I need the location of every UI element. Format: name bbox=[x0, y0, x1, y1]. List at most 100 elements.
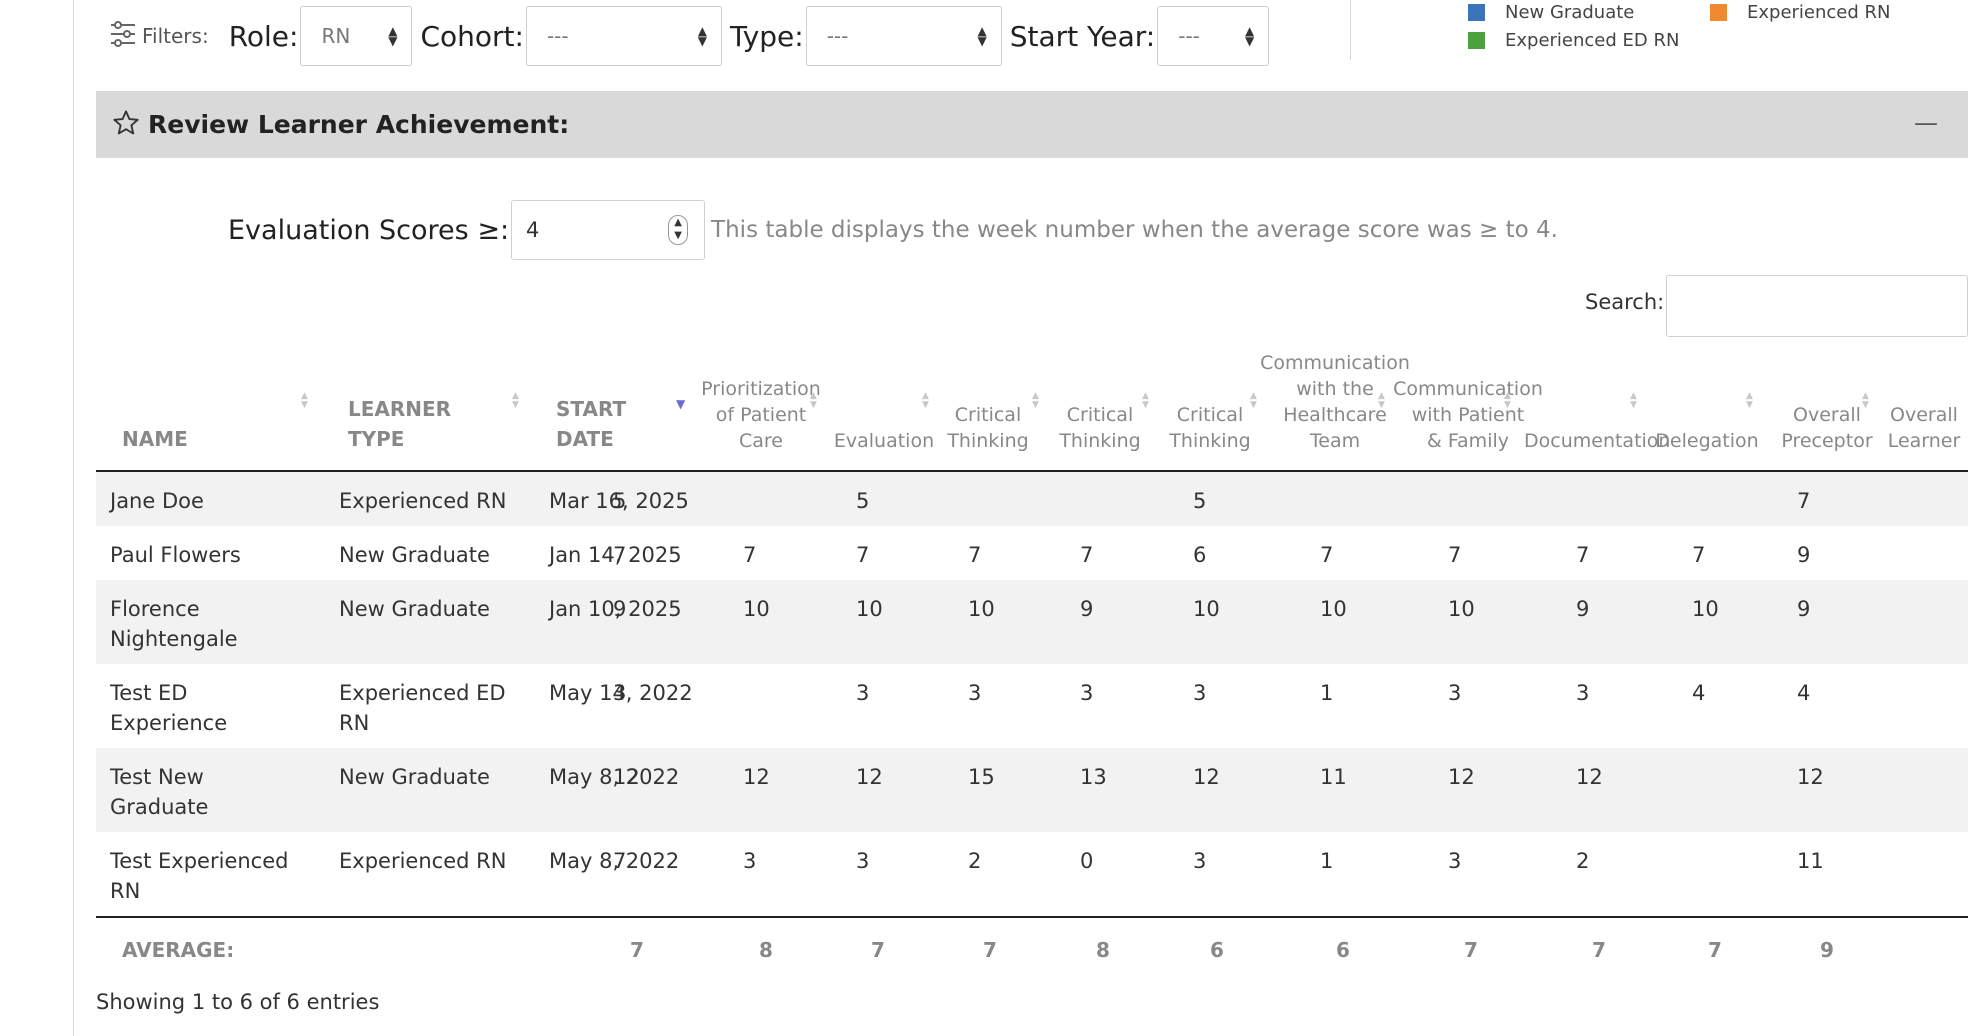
table-footer: AVERAGE: 7 8 7 7 8 6 6 7 7 7 9 bbox=[96, 916, 1968, 978]
start-date: May 8, 2022 bbox=[549, 765, 680, 789]
evaluation-note: This table displays the week number when… bbox=[711, 217, 1558, 243]
table-row[interactable]: Florence Nightengale New Graduate Jan 10, 2… bbox=[96, 580, 1968, 664]
sort-icon[interactable]: ▲ ▼ bbox=[1504, 391, 1511, 410]
start-year-select[interactable]: --- ▲ ▼ bbox=[1157, 6, 1270, 66]
column-header-communication-with-the-healthcare-team[interactable]: Communication with the Healthcare Team bbox=[1260, 350, 1410, 454]
section-title: Review Learner Achievement: bbox=[148, 110, 570, 139]
sliders-icon bbox=[110, 20, 142, 53]
column-header-text: Critical bbox=[1066, 404, 1134, 426]
score-cell: 3 bbox=[1448, 849, 1462, 873]
spinner-icon[interactable]: ▲ ▼ bbox=[668, 215, 689, 245]
sort-icon[interactable]: ▲ ▼ bbox=[1142, 391, 1149, 410]
average-value: 7 bbox=[1592, 938, 1606, 962]
column-header-learner-type[interactable]: LEARNER TYPE bbox=[348, 394, 498, 454]
search-label: Search: bbox=[1585, 290, 1665, 314]
sort-icon[interactable]: ▲ ▼ bbox=[1630, 391, 1637, 410]
sort-icon[interactable]: ▲ ▼ bbox=[1746, 391, 1753, 410]
score-cell: 10 bbox=[968, 597, 995, 621]
sort-icon[interactable]: ▲ ▼ bbox=[301, 391, 308, 410]
column-header-delegation[interactable]: Delegation bbox=[1652, 428, 1762, 454]
score-cell: 3 bbox=[1576, 681, 1590, 705]
sort-icon[interactable]: ▲ ▼ bbox=[1378, 391, 1385, 410]
table-info: Showing 1 to 6 of 6 entries bbox=[96, 990, 380, 1014]
average-value: 8 bbox=[759, 938, 773, 962]
column-header-text: START bbox=[556, 397, 627, 421]
column-header-prioritization-of-patient-care[interactable]: Prioritization of Patient Care bbox=[696, 376, 826, 454]
average-value: 7 bbox=[630, 938, 644, 962]
average-value: 8 bbox=[1096, 938, 1110, 962]
table-row[interactable]: Test Experienced RN Experienced RN May 8, 2… bbox=[96, 832, 1968, 916]
score-cell: 7 bbox=[968, 543, 982, 567]
column-header-text: Communication bbox=[1393, 378, 1543, 400]
column-header-name[interactable]: NAME bbox=[122, 424, 262, 454]
sort-icon[interactable]: ▲ ▼ bbox=[1032, 391, 1039, 410]
filters-bar: Filters: Role: RN ▲ ▼ Cohort: --- ▲ ▼ Type… bbox=[110, 6, 1277, 66]
column-header-text: Healthcare bbox=[1283, 404, 1387, 426]
table-row[interactable]: Test New Graduate New Graduate May 8, 2022 1… bbox=[96, 748, 1968, 832]
role-select[interactable]: RN ▲ ▼ bbox=[300, 6, 413, 66]
score-cell: 0 bbox=[1080, 849, 1094, 873]
score-cell: 6 bbox=[1193, 543, 1207, 567]
column-header-text: Overall bbox=[1890, 404, 1958, 426]
column-header-critical-thinking[interactable]: Critical Thinking bbox=[938, 402, 1038, 454]
score-cell: 10 bbox=[1320, 597, 1347, 621]
cohort-select[interactable]: --- ▲ ▼ bbox=[525, 6, 722, 66]
score-cell: 3 bbox=[856, 849, 870, 873]
table-row[interactable]: Test ED Experience Experienced ED RN May 14,… bbox=[96, 664, 1968, 748]
column-header-communication-with-patient-family[interactable]: Communication with Patient & Family bbox=[1392, 376, 1544, 454]
score-cell: 15 bbox=[968, 765, 995, 789]
learner-name: Paul Flowers bbox=[110, 543, 241, 567]
score-cell: 3 bbox=[1193, 849, 1207, 873]
column-header-text: of Patient bbox=[715, 404, 807, 426]
score-cell: 11 bbox=[1320, 765, 1347, 789]
table-row[interactable]: Paul Flowers New Graduate Jan 14, 2025 7 7 7 7… bbox=[96, 526, 1968, 580]
score-cell: 9 bbox=[1080, 597, 1094, 621]
legend-item-experienced-rn: Experienced RN bbox=[1710, 2, 1891, 23]
column-header-critical-thinking[interactable]: Critical Thinking bbox=[1160, 402, 1260, 454]
column-header-text: TYPE bbox=[348, 427, 405, 451]
legend-swatch bbox=[1468, 4, 1485, 21]
sort-icon[interactable]: ▲ ▼ bbox=[512, 391, 519, 410]
score-cell: 12 bbox=[1797, 765, 1824, 789]
score-cell: 11 bbox=[1797, 849, 1824, 873]
column-header-critical-thinking[interactable]: Critical Thinking bbox=[1050, 402, 1150, 454]
collapse-button[interactable]: — bbox=[1914, 109, 1938, 137]
column-header-start-date[interactable]: START DATE bbox=[556, 394, 666, 454]
average-value: 6 bbox=[1336, 938, 1350, 962]
sort-desc-icon[interactable]: ▼ bbox=[676, 397, 686, 411]
evaluation-score-input[interactable]: 4 ▲ ▼ bbox=[511, 200, 706, 260]
sort-icon[interactable]: ▲ ▼ bbox=[922, 391, 929, 410]
score-cell: 7 bbox=[1448, 543, 1462, 567]
table-row[interactable]: Jane Doe Experienced RN Mar 16, 2025 5 5 5 7 bbox=[96, 472, 1968, 526]
score-cell: 10 bbox=[743, 597, 770, 621]
score-cell: 1 bbox=[1320, 849, 1334, 873]
column-header-text: Thinking bbox=[947, 430, 1029, 452]
sort-icon[interactable]: ▲ ▼ bbox=[1250, 391, 1257, 410]
column-header-evaluation[interactable]: Evaluation bbox=[824, 428, 944, 454]
score-cell: 10 bbox=[1692, 597, 1719, 621]
column-header-overall-learner[interactable]: Overall Learner bbox=[1880, 402, 1968, 454]
learner-type: Experienced ED RN bbox=[339, 681, 506, 735]
column-header-text: & Family bbox=[1427, 430, 1509, 452]
evaluation-scores-label: Evaluation Scores ≥: bbox=[228, 214, 510, 246]
learner-name: Jane Doe bbox=[110, 489, 204, 513]
score-cell: 12 bbox=[613, 765, 640, 789]
divider bbox=[1350, 0, 1351, 60]
column-header-documentation[interactable]: Documentation bbox=[1524, 428, 1670, 454]
search-input[interactable] bbox=[1666, 275, 1968, 337]
score-cell: 12 bbox=[1576, 765, 1603, 789]
sort-icon[interactable]: ▲ ▼ bbox=[810, 391, 817, 410]
column-header-overall-preceptor[interactable]: Overall Preceptor bbox=[1772, 402, 1882, 454]
type-select[interactable]: --- ▲ ▼ bbox=[805, 6, 1002, 66]
score-cell: 3 bbox=[743, 849, 757, 873]
start-date: Jan 14, 2025 bbox=[549, 543, 682, 567]
legend-swatch bbox=[1468, 32, 1485, 49]
score-cell: 7 bbox=[1320, 543, 1334, 567]
sort-icon[interactable]: ▲ ▼ bbox=[1862, 391, 1869, 410]
score-cell: 3 bbox=[968, 681, 982, 705]
column-header-text: with Patient bbox=[1411, 404, 1525, 426]
score-cell: 3 bbox=[1080, 681, 1094, 705]
learner-type: Experienced RN bbox=[339, 489, 507, 513]
score-cell: 9 bbox=[613, 597, 627, 621]
score-cell: 5 bbox=[1193, 489, 1207, 513]
